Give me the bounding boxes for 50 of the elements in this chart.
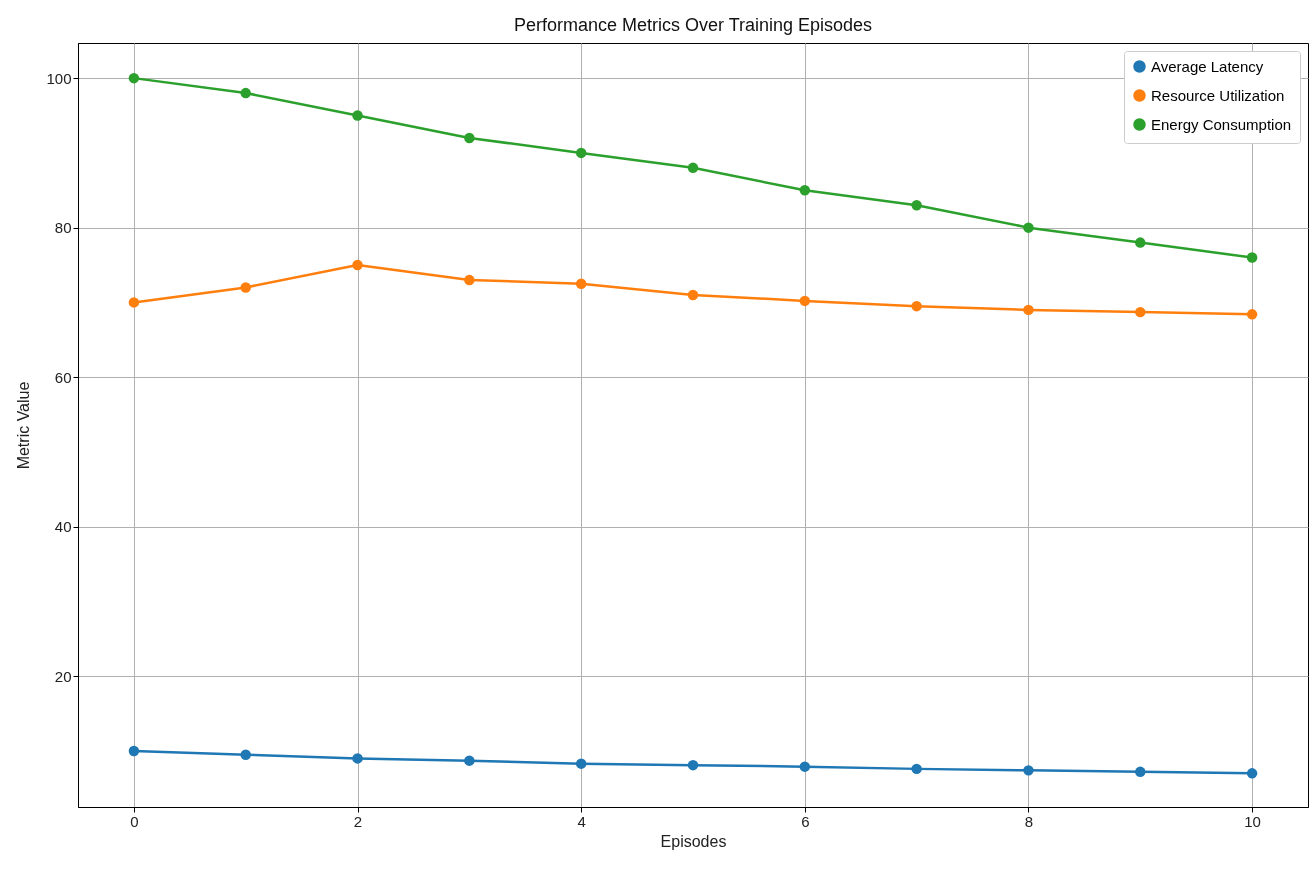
point [1135,237,1146,248]
point [352,110,363,121]
point [911,300,922,312]
point [464,274,475,286]
y-tick-label: 20 [54,667,72,685]
y-tick-label: 80 [54,219,72,237]
point [1023,765,1034,776]
x-tick-label: 10 [1244,812,1261,830]
point [687,162,699,174]
legend-label: Energy Consumption [1151,115,1292,133]
point [1246,768,1258,779]
point [1023,222,1034,233]
point [128,745,140,757]
point [1135,766,1146,778]
point [911,763,922,775]
chart-title: Performance Metrics Over Training Episodes [513,15,873,35]
point [1246,252,1258,263]
x-axis-title: Episodes [660,832,727,850]
point [128,72,140,84]
legend-label: Resource Utilization [1151,86,1285,104]
point [1023,304,1034,316]
point [464,755,475,766]
y-tick-label: 60 [54,368,72,386]
point [687,289,699,301]
point [575,278,587,289]
point [799,295,811,307]
y-axis-title: Metric Value [15,381,33,470]
y-tick-label: 100 [46,69,72,87]
x-tick-label: 8 [1024,812,1034,830]
point [240,282,251,293]
point [240,87,251,99]
point [1135,306,1146,318]
point [464,132,475,144]
y-tick-label: 40 [54,518,72,536]
point [1246,309,1258,320]
point [687,759,699,771]
point [799,185,811,196]
point [575,147,587,159]
point [352,753,363,764]
point [352,259,363,271]
point [911,199,922,211]
x-tick-label: 0 [130,812,139,830]
x-tick-label: 4 [577,812,586,830]
point [128,297,140,308]
legend-label: Average Latency [1151,57,1264,75]
x-tick-label: 6 [801,812,810,830]
point [575,758,587,769]
point [799,761,811,772]
point [240,749,251,760]
x-tick-label: 2 [353,812,363,830]
